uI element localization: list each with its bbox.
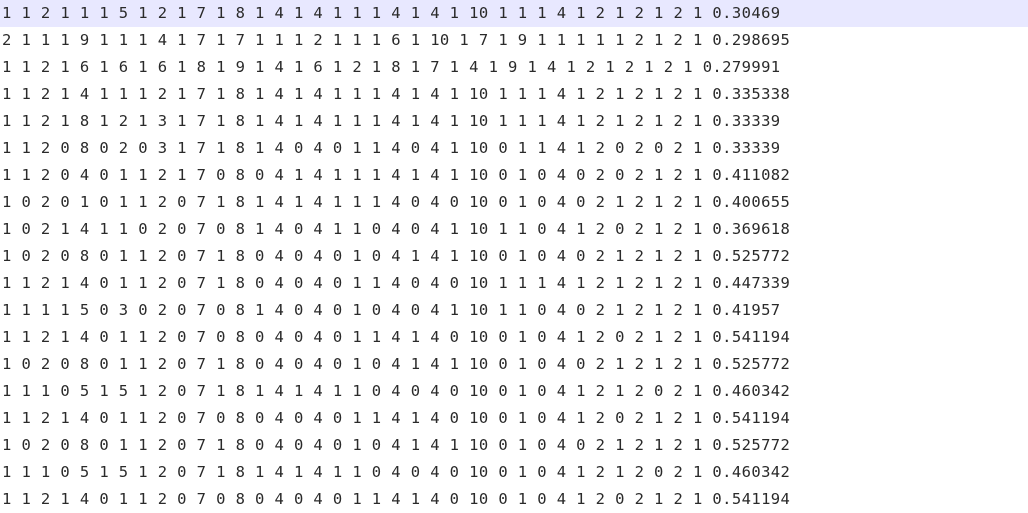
text-line[interactable]: 1 0 2 1 4 1 1 0 2 0 7 0 8 1 4 0 4 1 1 0 … [2,220,791,238]
text-line[interactable]: 1 1 2 1 4 1 1 1 2 1 7 1 8 1 4 1 4 1 1 1 … [2,85,791,103]
text-line[interactable]: 1 1 2 1 4 0 1 1 2 0 7 0 8 0 4 0 4 0 1 1 … [2,409,791,427]
text-line[interactable]: 1 1 2 0 8 0 2 0 3 1 7 1 8 1 4 0 4 0 1 1 … [2,139,781,157]
text-line[interactable]: 1 0 2 0 1 0 1 1 2 0 7 1 8 1 4 1 4 1 1 1 … [2,193,791,211]
text-line[interactable]: 1 1 2 0 4 0 1 1 2 1 7 0 8 0 4 1 4 1 1 1 … [2,166,791,184]
text-line[interactable]: 1 1 2 1 1 1 5 1 2 1 7 1 8 1 4 1 4 1 1 1 … [0,0,1028,27]
text-line[interactable]: 1 0 2 0 8 0 1 1 2 0 7 1 8 0 4 0 4 0 1 0 … [2,247,791,265]
text-line[interactable]: 1 1 2 1 6 1 6 1 6 1 8 1 9 1 4 1 6 1 2 1 … [2,58,781,76]
text-line[interactable]: 1 0 2 0 8 0 1 1 2 0 7 1 8 0 4 0 4 0 1 0 … [2,355,791,373]
text-line[interactable]: 1 1 2 1 8 1 2 1 3 1 7 1 8 1 4 1 4 1 1 1 … [2,112,781,130]
text-line[interactable]: 1 1 2 1 4 0 1 1 2 0 7 0 8 0 4 0 4 0 1 1 … [2,490,791,508]
text-line[interactable]: 1 1 1 0 5 1 5 1 2 0 7 1 8 1 4 1 4 1 1 0 … [2,382,791,400]
text-line[interactable]: 1 1 2 1 4 0 1 1 2 0 7 1 8 0 4 0 4 0 1 1 … [2,274,791,292]
text-line[interactable]: 1 1 1 1 5 0 3 0 2 0 7 0 8 1 4 0 4 0 1 0 … [2,301,781,319]
text-line[interactable]: 2 1 1 1 9 1 1 1 4 1 7 1 7 1 1 1 2 1 1 1 … [2,31,791,49]
text-line[interactable]: 1 0 2 0 8 0 1 1 2 0 7 1 8 0 4 0 4 0 1 0 … [2,436,791,454]
text-line[interactable]: 1 1 2 1 4 0 1 1 2 0 7 0 8 0 4 0 4 0 1 1 … [2,328,791,346]
text-line[interactable]: 1 1 1 0 5 1 5 1 2 0 7 1 8 1 4 1 4 1 1 0 … [2,463,791,481]
